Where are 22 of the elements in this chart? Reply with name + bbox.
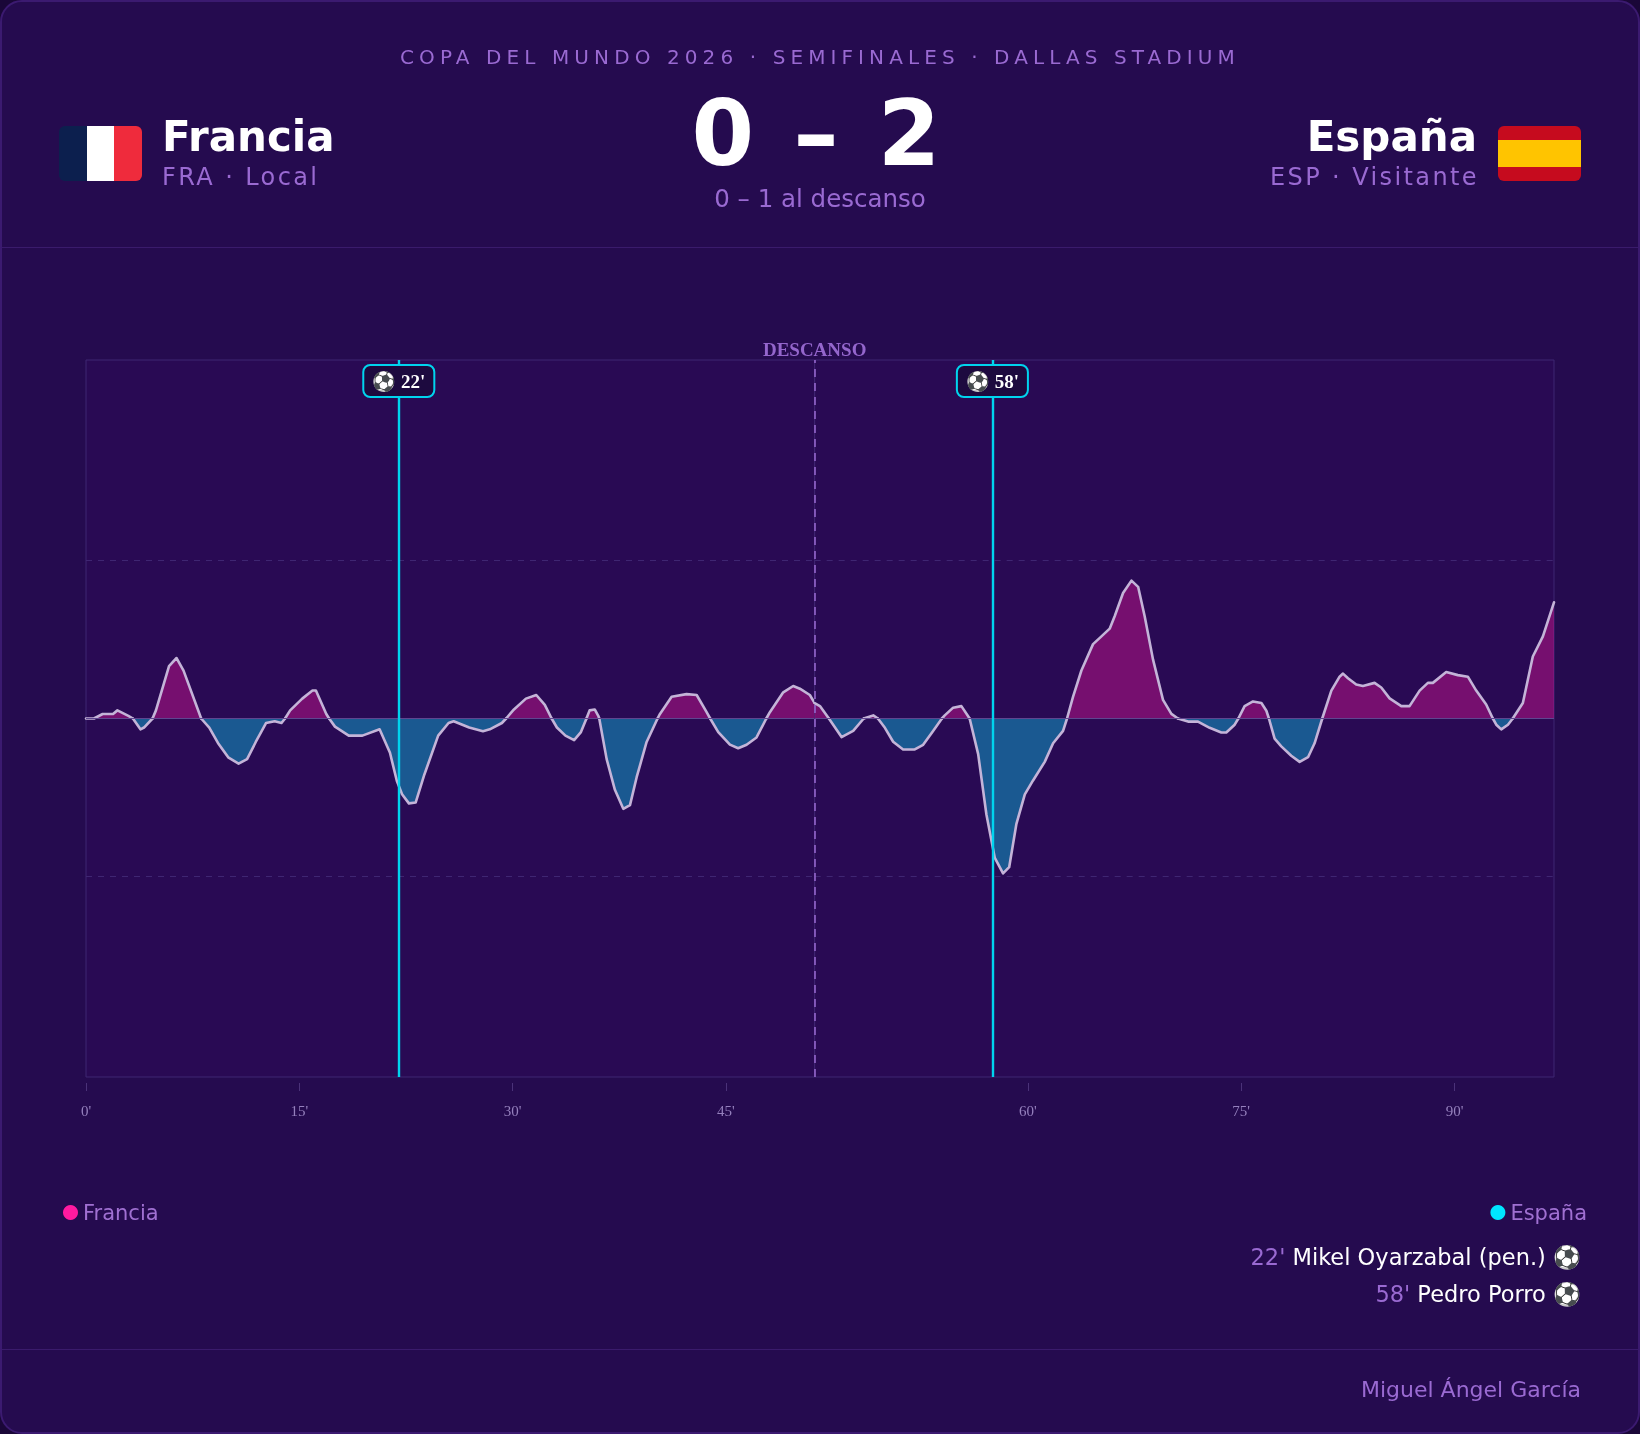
text: 58' Pedro Porro ⚽: [1375, 1280, 1581, 1308]
x-tick-label: 0': [80, 1102, 92, 1119]
x-tick-label: 75': [1232, 1102, 1251, 1119]
text: Miguel Ángel García: [1360, 1376, 1581, 1404]
text: España: [1306, 111, 1477, 163]
text: 0 – 1 al descanso: [714, 184, 926, 214]
ref-line-label: ⚽ 58': [964, 370, 1019, 393]
x-tick-label: 90': [1445, 1102, 1464, 1119]
x-tick-label: 30': [503, 1102, 522, 1119]
chart-title: COPA DEL MUNDO 2026 · SEMIFINALES · DALLAS STADIUM: [400, 45, 1240, 69]
text: 0 – 2: [691, 80, 945, 186]
x-tick-label: 15': [290, 1102, 309, 1119]
ref-line-label: DESCANSO: [762, 339, 867, 360]
x-tick-label: 45': [716, 1102, 735, 1119]
text: Francia: [162, 111, 335, 163]
x-tick-label: 60': [1019, 1102, 1038, 1119]
legend-label: Francia: [83, 1200, 159, 1225]
legend-label: España: [1510, 1200, 1588, 1225]
text: FRA · Local: [162, 162, 320, 192]
text: ESP · Visitante: [1270, 162, 1479, 192]
text: 22' Mikel Oyarzabal (pen.) ⚽: [1250, 1243, 1581, 1271]
ref-line-label: ⚽ 22': [371, 370, 426, 393]
